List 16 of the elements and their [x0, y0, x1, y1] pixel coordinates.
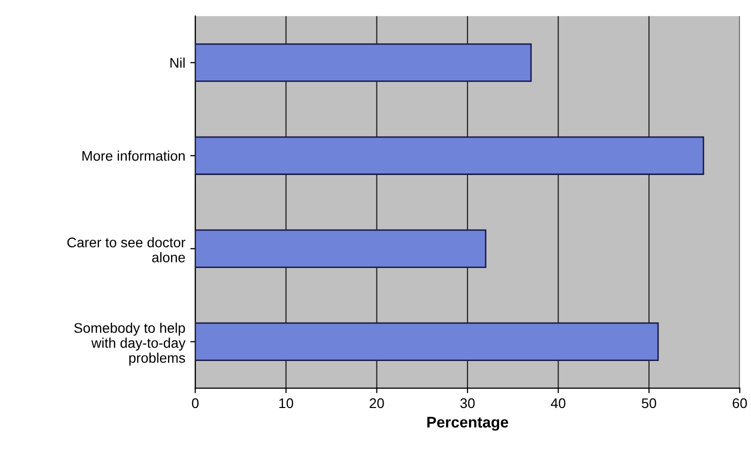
x-tick-label: 60: [732, 398, 747, 408]
bar: [195, 43, 532, 82]
x-tick-label: 40: [550, 398, 566, 408]
x-tick-label: 50: [642, 398, 656, 408]
x-tick-label: 20: [370, 398, 384, 408]
bar: [195, 322, 659, 361]
y-tick-label: Somebody to help with day-to-day problems: [74, 322, 186, 366]
x-tick-label: 0: [192, 398, 199, 408]
y-tick-label: Carer to see doctor alone: [67, 237, 186, 262]
bar: [195, 136, 704, 175]
y-tick-label: More information: [82, 150, 185, 161]
x-axis-title: Percentage: [427, 416, 508, 431]
bar: [195, 229, 486, 268]
x-tick-label: 30: [460, 398, 475, 408]
y-tick-label: Nil: [170, 58, 185, 68]
x-tick-label: 10: [279, 398, 294, 408]
